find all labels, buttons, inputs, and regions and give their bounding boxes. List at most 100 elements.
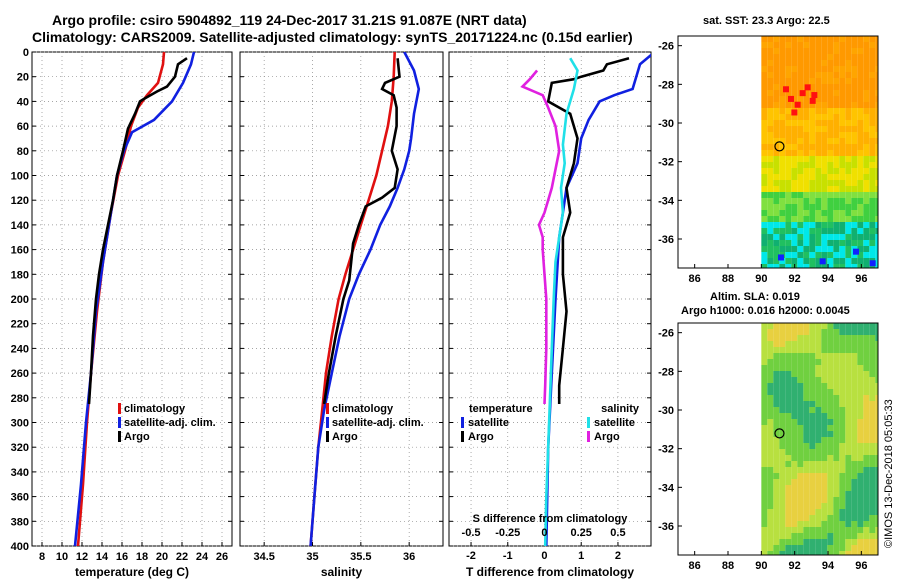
sla_map-cell xyxy=(863,353,870,359)
sla_map-cell xyxy=(761,449,768,455)
sla_map-cell xyxy=(863,521,870,527)
sla_map-cell xyxy=(857,329,864,335)
sla_map-cell xyxy=(833,455,840,461)
sst_map-cell xyxy=(863,186,870,192)
sst_map-cell xyxy=(869,114,876,120)
sst_map-cell xyxy=(863,66,870,72)
sst_map-cell xyxy=(773,54,780,60)
sst_map-cell xyxy=(827,192,834,198)
depth-tick-label: 400 xyxy=(11,541,29,553)
sst_map-cell xyxy=(815,180,822,186)
sla_map-cell xyxy=(845,479,852,485)
difference-xlabel: T difference from climatology xyxy=(466,565,634,579)
sla_map-cell xyxy=(779,527,786,533)
sst_map-cell xyxy=(845,204,852,210)
sst_map-cell xyxy=(827,132,834,138)
sst_map-cell xyxy=(845,240,852,246)
sst_map-cell xyxy=(809,126,816,132)
sst-warm-patch xyxy=(791,109,798,116)
sla_map-cell xyxy=(761,509,768,515)
sla_map-cell xyxy=(821,491,828,497)
sst_map-cell xyxy=(845,54,852,60)
sla_map-cell xyxy=(761,491,768,497)
sst_map-cell xyxy=(809,228,816,234)
sst_map-cell xyxy=(803,120,810,126)
tdiff-legend-swatch xyxy=(461,417,464,428)
sla_map-cell xyxy=(779,479,786,485)
sst_map-cell xyxy=(797,60,804,66)
sst_map-cell xyxy=(845,180,852,186)
temperature-xtick-label: 26 xyxy=(216,551,228,563)
sst_map-cell xyxy=(761,48,768,54)
sst_map-cell xyxy=(857,222,864,228)
sla_map-cell xyxy=(785,515,792,521)
sla_map-cell xyxy=(845,521,852,527)
sst_map-cell xyxy=(821,138,828,144)
sla_map-cell xyxy=(875,455,878,461)
sla_map-cell xyxy=(857,395,864,401)
sst_map-cell xyxy=(827,210,834,216)
sst_map-cell xyxy=(809,132,816,138)
sst_map-cell xyxy=(761,198,768,204)
sst_map-cell xyxy=(827,150,834,156)
sst_map-cell xyxy=(827,174,834,180)
sst_map-cell xyxy=(797,150,804,156)
sla_map-cell xyxy=(863,461,870,467)
sst_map-cell xyxy=(839,114,846,120)
sla_map-cell xyxy=(869,371,876,377)
sla_map-cell xyxy=(869,413,876,419)
sla_map-cell xyxy=(761,365,768,371)
sst_map-cell xyxy=(779,42,786,48)
sst_map-cell xyxy=(833,186,840,192)
sst_map-cell xyxy=(815,54,822,60)
sla_map-cell xyxy=(797,419,804,425)
sla_map-cell xyxy=(875,359,878,365)
sst_map-cell xyxy=(797,216,804,222)
sla_map-cell xyxy=(809,485,816,491)
sst-warm-patch xyxy=(788,95,794,102)
sla_map-cell xyxy=(845,323,852,329)
sla_map-cell xyxy=(851,551,858,555)
sst_map-cell xyxy=(875,72,878,78)
sst_map-cell xyxy=(761,54,768,60)
sla_map-cell xyxy=(815,551,822,555)
sla_map-cell xyxy=(791,329,798,335)
sla_map-cell xyxy=(797,389,804,395)
sst_map-cell xyxy=(845,102,852,108)
sla_map-cell xyxy=(863,323,870,329)
salinity-legend-swatch xyxy=(326,403,329,414)
sst_map-cell xyxy=(791,54,798,60)
sst_map-cell xyxy=(797,264,804,268)
sla_map-cell xyxy=(857,503,864,509)
sst_map-cell xyxy=(773,72,780,78)
salinity-xtick-label: 34.5 xyxy=(253,551,274,563)
sst_map-cell xyxy=(857,126,864,132)
sst_map-cell xyxy=(791,186,798,192)
sla_map-cell xyxy=(827,347,834,353)
sla_map-cell xyxy=(779,455,786,461)
sla_map-cell xyxy=(827,515,834,521)
sla_map-cell xyxy=(767,365,774,371)
sla_map-cell xyxy=(821,329,828,335)
sla_map-cell xyxy=(797,377,804,383)
sst_map-cell xyxy=(779,150,786,156)
sst_map-cell xyxy=(779,60,786,66)
sla_map-cell xyxy=(833,551,840,555)
sst_map-cell xyxy=(875,126,878,132)
sla_map-cell xyxy=(845,335,852,341)
sla_map-cell xyxy=(851,365,858,371)
sst_map-cell xyxy=(857,78,864,84)
sla_map-cell xyxy=(827,527,834,533)
sst_map-cell xyxy=(863,180,870,186)
sla_map-cell xyxy=(827,509,834,515)
sst-warm-patch xyxy=(804,84,811,91)
sla_map-cell xyxy=(839,551,846,555)
sst_map-cell xyxy=(797,198,804,204)
sst_map-cell xyxy=(785,234,792,240)
sst_map-cell xyxy=(821,162,828,168)
sla_map-cell xyxy=(767,449,774,455)
sla_map-cell xyxy=(851,515,858,521)
sst_map-cell xyxy=(797,234,804,240)
sla_map-cell xyxy=(791,383,798,389)
sst_map-cell xyxy=(827,120,834,126)
